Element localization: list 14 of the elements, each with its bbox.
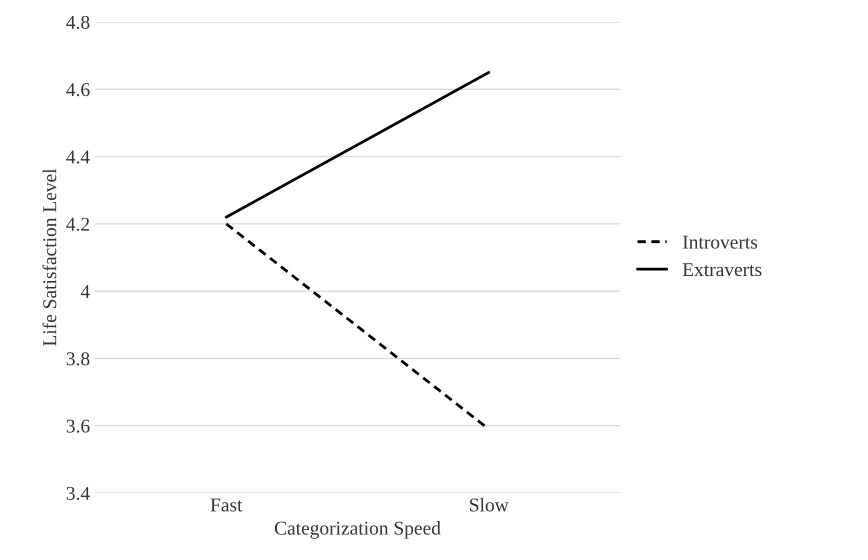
x-tick-label: Fast — [210, 498, 242, 512]
legend-label: Introverts — [682, 236, 758, 249]
x-tick-label: Slow — [470, 498, 509, 512]
y-tick-label: 3.4 — [66, 486, 90, 500]
x-axis-title: Categorization Speed — [274, 521, 441, 539]
legend-label: Extraverts — [682, 263, 762, 276]
y-tick-label: 4.8 — [66, 16, 90, 30]
y-tick-label: 3.8 — [66, 352, 90, 366]
y-tick-label: 4 — [80, 285, 90, 298]
y-axis-title: Life Satisfaction Level — [42, 168, 56, 346]
y-tick-label: 4.2 — [66, 218, 90, 231]
y-tick-label: 3.6 — [66, 420, 90, 433]
y-tick-label: 4.4 — [66, 150, 90, 164]
y-tick-label: 4.6 — [66, 83, 90, 96]
